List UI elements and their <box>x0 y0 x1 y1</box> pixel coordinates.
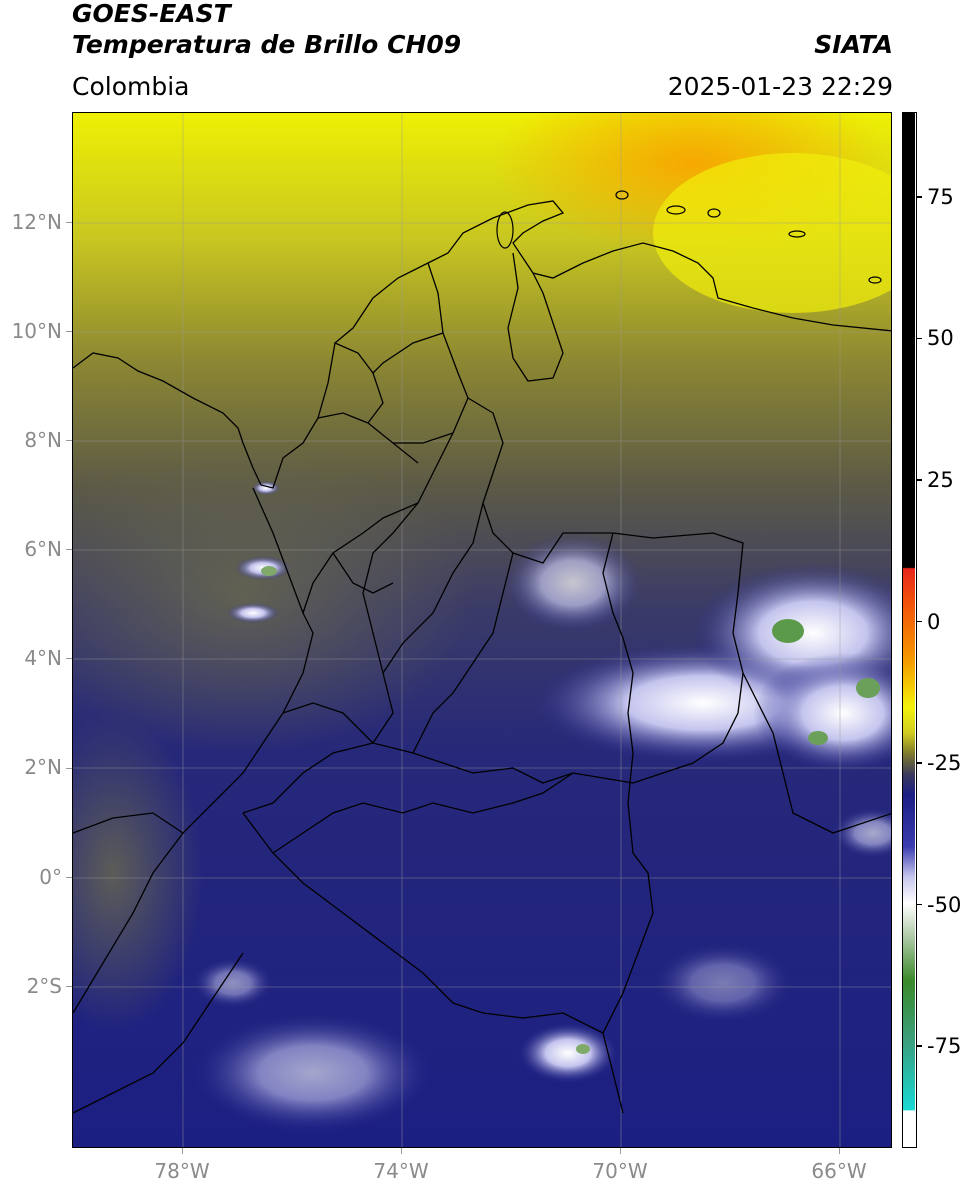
lat-tick <box>66 222 72 223</box>
caribbean-islands <box>496 190 882 284</box>
lat-label: 2°S <box>26 974 62 998</box>
lat-label: 0° <box>39 865 62 889</box>
colorbar-tick <box>916 196 922 198</box>
coastlines-borders <box>73 200 891 1114</box>
lon-tick <box>620 1148 621 1154</box>
colorbar-tick-label: 50 <box>927 326 954 351</box>
lat-tick <box>66 658 72 659</box>
lon-label: 74°W <box>373 1159 429 1183</box>
timestamp-label: 2025-01-23 22:29 <box>667 72 893 101</box>
colorbar-tick-label: 0 <box>927 609 941 634</box>
cloud-cluster <box>653 943 793 1023</box>
colorbar-tick <box>916 479 922 481</box>
colorbar-tick <box>916 1045 922 1047</box>
lon-tick <box>401 1148 402 1154</box>
brand-label: SIATA <box>814 30 893 59</box>
lat-label: 4°N <box>24 646 62 670</box>
colorbar-tick-label: 25 <box>927 467 954 492</box>
lat-tick <box>66 331 72 332</box>
graticule <box>73 113 891 1147</box>
cloud-cluster <box>193 958 273 1008</box>
lat-tick <box>66 768 72 769</box>
colorbar-tick <box>916 762 922 764</box>
colorbar-tick-label: -25 <box>927 751 962 776</box>
cold-top <box>261 566 277 576</box>
lon-label: 70°W <box>592 1159 648 1183</box>
cloud-cluster <box>503 533 643 633</box>
lon-label: 78°W <box>154 1159 210 1183</box>
colorbar-tick-label: -75 <box>927 1034 962 1059</box>
cloud-cluster <box>227 603 279 623</box>
colorbar-tick-label: 75 <box>927 184 954 209</box>
colorbar <box>902 112 917 1148</box>
cold-top <box>772 619 804 643</box>
cold-top <box>856 678 880 698</box>
colorbar-tick <box>916 337 922 340</box>
map-imagery <box>73 113 891 1147</box>
cloud-cluster <box>252 481 280 495</box>
haze-area <box>73 433 473 753</box>
lat-label: 8°N <box>24 428 62 452</box>
region-label: Colombia <box>72 72 190 101</box>
warm-area <box>653 153 891 313</box>
lat-tick <box>66 877 72 878</box>
colorbar-gradient <box>903 113 915 1146</box>
title-satellite: GOES-EAST <box>72 0 231 28</box>
cloud-cluster <box>833 808 891 858</box>
title-product: Temperatura de Brillo CH09 <box>72 30 462 59</box>
lat-tick <box>66 549 72 550</box>
satellite-map[interactable] <box>72 112 892 1148</box>
lon-tick <box>182 1148 183 1154</box>
lat-tick <box>66 986 72 987</box>
haze-area <box>73 713 203 1033</box>
colorbar-tick <box>916 903 922 906</box>
lat-label: 10°N <box>11 319 62 343</box>
cold-top <box>576 1044 590 1054</box>
cloud-cluster <box>753 653 891 773</box>
lat-label: 2°N <box>24 755 62 779</box>
lon-tick <box>839 1148 840 1154</box>
cloud-cluster <box>518 1023 618 1083</box>
cold-top <box>808 731 828 745</box>
colorbar-tick-label: -50 <box>927 892 962 917</box>
lon-label: 66°W <box>811 1159 867 1183</box>
cloud-cluster <box>193 1013 433 1133</box>
colorbar-tick <box>916 620 922 623</box>
lat-label: 12°N <box>11 210 62 234</box>
lat-tick <box>66 440 72 441</box>
lat-label: 6°N <box>24 537 62 561</box>
